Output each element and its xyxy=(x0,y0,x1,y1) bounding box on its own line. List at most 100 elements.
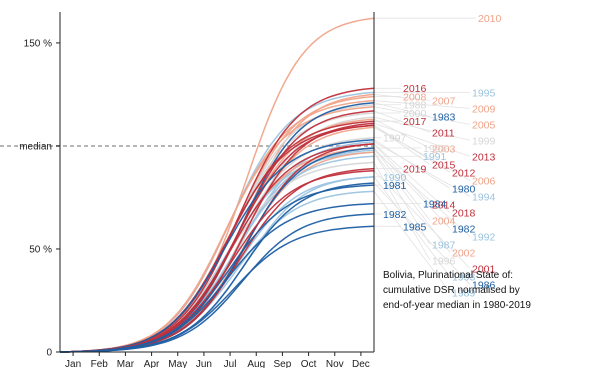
series-line xyxy=(59,225,375,353)
x-tick-label: Jun xyxy=(196,359,212,368)
x-axis-ticks: Jan Feb Mar Apr May Jun Jul Aug Sep Oct Nov Dec xyxy=(65,352,370,368)
series-line xyxy=(59,112,375,353)
x-tick-label: Nov xyxy=(326,359,344,368)
series-label: 1995 xyxy=(472,87,496,99)
x-tick-label: Jul xyxy=(224,359,237,368)
y-tick-label: 150 % xyxy=(24,38,52,49)
label-leader-line xyxy=(373,124,451,173)
series-label: 2013 xyxy=(472,151,496,163)
series-label: 2009 xyxy=(472,103,496,115)
series-label: 2014 xyxy=(432,199,456,211)
label-leader-line xyxy=(373,182,471,285)
chart-annotation: Bolivia, Plurinational State of: cumulat… xyxy=(383,270,531,311)
series-line xyxy=(59,95,375,353)
x-tick-label: Oct xyxy=(301,359,317,368)
x-tick-label: Sep xyxy=(274,359,292,368)
series-label: 1994 xyxy=(472,191,496,203)
series-label: 1998 xyxy=(423,143,447,155)
x-tick-label: Jan xyxy=(65,359,81,368)
series-label: 2011 xyxy=(432,127,455,139)
series-label: 2004 xyxy=(432,215,456,227)
x-tick-label: May xyxy=(168,359,187,368)
series-line xyxy=(59,124,375,353)
label-leader-line xyxy=(373,100,471,109)
series-label: 2006 xyxy=(472,175,496,187)
y-tick-label: 50 % xyxy=(29,244,52,255)
label-leader-line xyxy=(373,141,471,197)
series-label: 1997 xyxy=(383,133,407,145)
label-leader-line xyxy=(373,118,431,149)
series-line xyxy=(59,126,375,353)
x-tick-label: Dec xyxy=(352,359,370,368)
series-label: 2010 xyxy=(478,13,502,25)
series-label: 2012 xyxy=(452,167,476,179)
series-line xyxy=(59,99,375,353)
series-label: 1996 xyxy=(432,255,456,267)
label-leader-line xyxy=(373,122,471,157)
series-label: 1984 xyxy=(423,199,447,211)
x-tick-label: Feb xyxy=(91,359,109,368)
series-label: 2019 xyxy=(403,164,427,176)
label-leader-line xyxy=(373,125,431,165)
series-label: 1985 xyxy=(403,221,427,233)
series-line xyxy=(59,139,375,353)
series-label: 2005 xyxy=(472,119,496,131)
y-tick-label: median xyxy=(19,141,52,152)
series-label: 2000 xyxy=(403,108,427,120)
series-line xyxy=(59,124,375,353)
annotation-line-2: cumulative DSR normalised by xyxy=(383,285,520,296)
x-tick-label: Apr xyxy=(144,359,160,368)
label-leader-line xyxy=(373,143,431,205)
series-line xyxy=(59,136,375,353)
y-tick-label: 0 xyxy=(46,348,52,359)
series-label: 1990 xyxy=(383,172,407,184)
series-label: 2018 xyxy=(452,207,476,219)
label-leader-line xyxy=(373,170,471,269)
series-label: 2016 xyxy=(403,83,427,95)
series-line xyxy=(59,155,375,353)
series-line xyxy=(59,151,375,353)
series-line xyxy=(59,184,375,353)
series-label: 2007 xyxy=(432,95,456,107)
label-leader-line xyxy=(373,191,451,293)
label-leader-line xyxy=(373,127,471,181)
label-leaders xyxy=(373,17,476,293)
label-leader-line xyxy=(373,94,431,101)
series-label: 1981 xyxy=(383,180,407,192)
series-label: 2002 xyxy=(452,247,476,259)
series-label: 1999 xyxy=(472,135,496,147)
label-leader-line xyxy=(373,147,431,221)
series-label: 1987 xyxy=(432,239,456,251)
series-label: 1993 xyxy=(452,271,476,283)
x-tick-label: Aug xyxy=(247,359,265,368)
series-label: 1982 xyxy=(452,223,476,235)
annotation-line-3: end-of-year median in 1980-2019 xyxy=(383,300,531,311)
series-lines xyxy=(59,17,375,353)
series-label: 2003 xyxy=(432,143,456,155)
series-line xyxy=(59,91,375,353)
series-label: 2001 xyxy=(472,263,496,275)
label-leader-line xyxy=(373,162,431,261)
series-label: 1991 xyxy=(423,151,447,163)
series-label: 2015 xyxy=(432,159,456,171)
label-leader-line xyxy=(373,151,431,245)
series-label: 1983 xyxy=(432,111,456,123)
series-label: 2008 xyxy=(403,91,427,103)
label-leader-line xyxy=(373,143,451,213)
label-leader-line xyxy=(373,149,471,237)
series-line xyxy=(59,151,375,353)
series-line xyxy=(59,101,375,353)
series-label: 1988 xyxy=(403,100,427,112)
series-label: 1982 xyxy=(383,209,407,221)
y-axis-ticks: 0 50 % median 150 % xyxy=(19,38,60,359)
series-label: 1980 xyxy=(452,183,476,195)
x-tick-label: Mar xyxy=(117,359,135,368)
series-label: 2017 xyxy=(403,116,427,128)
annotation-line-1: Bolivia, Plurinational State of: xyxy=(383,270,513,281)
series-labels: 2010 2016 1995 2007 2008 2009 1983 1988 2005 2011… xyxy=(383,13,502,299)
series-line xyxy=(59,103,375,353)
label-leader-line xyxy=(373,176,451,277)
series-line xyxy=(59,106,375,353)
series-label: 1986 xyxy=(472,279,496,291)
